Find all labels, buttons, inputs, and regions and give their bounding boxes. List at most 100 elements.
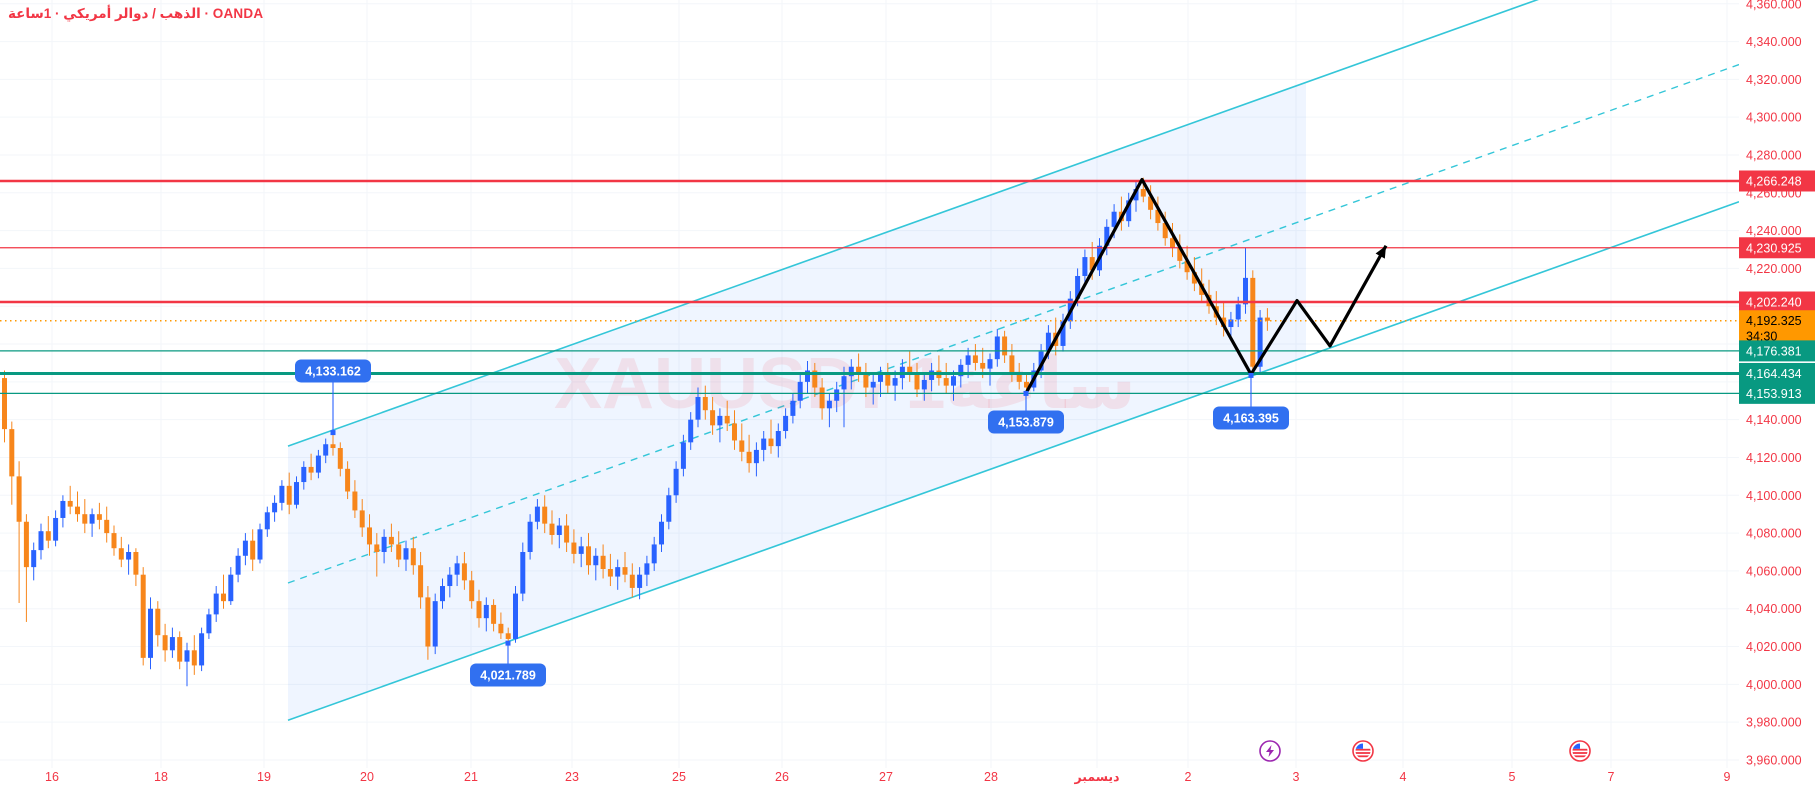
candle-body	[191, 650, 197, 666]
channel-upper-line[interactable]	[287, 0, 1739, 447]
candle-body	[593, 555, 599, 566]
candle-body	[848, 366, 854, 377]
flag-stripes	[1355, 743, 1371, 758]
candle-body	[819, 387, 825, 409]
candle-body	[1162, 223, 1168, 239]
candle-body	[96, 514, 102, 520]
candle-body	[826, 400, 832, 409]
y-axis-label: 4,080.000	[1746, 527, 1802, 541]
x-axis-label: 21	[464, 770, 478, 784]
price-callout-4021.789[interactable]: 4,021.789	[470, 640, 546, 687]
price-level-lines[interactable]	[0, 179, 1739, 394]
candle-body	[337, 448, 343, 469]
candle-body	[140, 574, 146, 658]
price-callout-4133.162[interactable]: 4,133.162	[295, 359, 371, 436]
symbol-title[interactable]: ةعاس1 · يكيرمأ رلاود / بهذلا · OANDA	[8, 6, 264, 21]
candle-body	[250, 540, 256, 560]
x-axis-label: ديسمبر	[1073, 770, 1119, 784]
candle-body	[1089, 257, 1095, 271]
candle-body	[644, 563, 650, 575]
candle-body	[235, 555, 241, 575]
y-axis-label: 3,960.000	[1746, 753, 1802, 767]
candle-body	[856, 366, 862, 373]
candle-body	[315, 455, 321, 473]
candle-body	[1177, 247, 1183, 261]
candle-body	[308, 466, 314, 473]
candle-body	[885, 374, 891, 386]
x-axis-label: 18	[154, 770, 168, 784]
candle-body	[381, 536, 387, 552]
channel-mid-line[interactable]	[287, 63, 1740, 584]
candle-body	[60, 500, 66, 518]
candle-body	[710, 410, 716, 426]
candle-body	[505, 633, 511, 639]
candle-body	[688, 419, 694, 443]
candle-body	[1155, 209, 1161, 224]
candle-body	[155, 608, 161, 636]
candle-body	[403, 548, 409, 560]
time-axis-bg[interactable]	[0, 768, 1815, 796]
economic-event-lightning-icon[interactable]	[1259, 740, 1281, 762]
economic-event-icons[interactable]	[1259, 740, 1591, 762]
x-axis-label: 19	[257, 770, 271, 784]
candle-body	[16, 476, 22, 522]
candle-body	[834, 389, 840, 401]
trend-arrow-drawing[interactable]	[1024, 177, 1388, 394]
price-axis[interactable]: 4,360.000 4,340.000 4,320.000 4,300.000 4,28…	[1739, 0, 1815, 768]
callout-badge	[988, 410, 1064, 434]
candle-body	[586, 546, 591, 566]
economic-event-us-flag-icon[interactable]	[1352, 740, 1374, 762]
candle-body	[359, 510, 365, 528]
callout-badge	[295, 359, 371, 383]
time-axis[interactable]: 16 18 19 20 21 23 25 26 27 28 ديسمبر 2 3 4 5 7 9	[0, 768, 1815, 796]
candle-body	[67, 500, 73, 507]
candle-body	[345, 468, 351, 492]
price-callout-4153.879[interactable]: 4,153.879	[988, 390, 1064, 434]
candle-body	[1170, 238, 1175, 248]
candle-body	[148, 608, 153, 658]
lightning-bolt	[1266, 745, 1274, 757]
candle-body	[184, 650, 190, 662]
x-axis-label: 3	[1293, 770, 1300, 784]
candle-body	[454, 563, 460, 575]
parallel-channel-drawing[interactable]	[287, 0, 1740, 722]
economic-event-us-flag-icon[interactable]	[1569, 740, 1591, 762]
y-axis-label: 4,340.000	[1746, 35, 1802, 49]
price-callout-4163.395[interactable]: 4,163.395	[1213, 372, 1289, 430]
candle-body	[929, 370, 935, 380]
candle-body	[1038, 351, 1044, 371]
price-badge-value: 4,266.248	[1746, 174, 1802, 188]
candle-body	[914, 374, 920, 390]
candle-body	[31, 550, 37, 568]
candle-body	[272, 502, 278, 513]
trend-arrow-path[interactable]	[1024, 177, 1388, 394]
price-badge-value: 4,164.434	[1746, 367, 1802, 381]
candle-body	[279, 485, 285, 503]
callout-anchor-dot	[330, 430, 336, 436]
callout-badge	[470, 663, 546, 687]
candle-body	[841, 376, 847, 390]
candle-body	[177, 637, 183, 662]
candle-body	[1016, 372, 1022, 382]
price-callouts[interactable]: 4,133.162 4,021.789 4,153.879 4,163.395	[295, 359, 1289, 687]
candle-body	[870, 381, 876, 388]
y-axis-label: 4,280.000	[1746, 148, 1802, 162]
candle-body	[483, 604, 489, 619]
current-price-value: 4,192.325	[1746, 314, 1802, 328]
candle-body	[323, 444, 329, 456]
candle-body	[783, 415, 789, 432]
candle-body	[753, 449, 759, 464]
y-axis-label: 4,300.000	[1746, 111, 1802, 125]
channel-lower-line[interactable]	[287, 201, 1740, 722]
candle-body	[863, 372, 869, 388]
candle-body	[629, 574, 635, 588]
candle-body	[9, 429, 15, 477]
candle-body	[1082, 257, 1088, 276]
candle-body	[352, 491, 358, 511]
candle-body	[228, 574, 234, 602]
candle-body	[994, 336, 1000, 360]
candle-body	[972, 355, 978, 363]
current-price-countdown: 34:30	[1746, 330, 1777, 344]
y-axis-label: 4,040.000	[1746, 602, 1802, 616]
